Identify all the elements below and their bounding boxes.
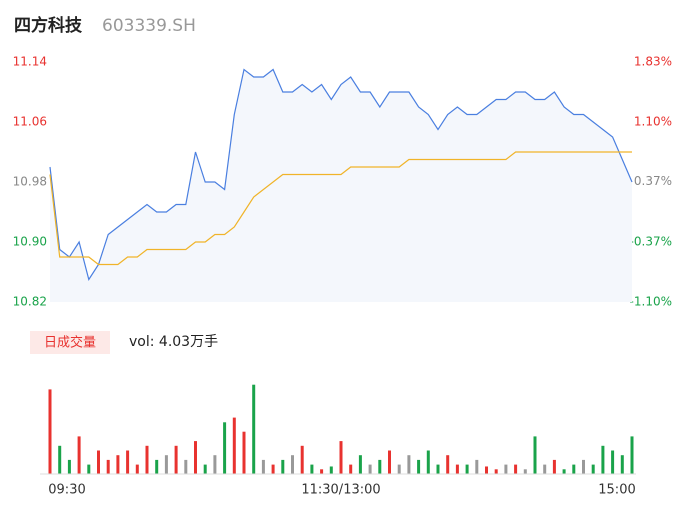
volume-bar <box>397 464 401 474</box>
stock-code: 603339.SH <box>102 16 196 36</box>
volume-badge <box>30 331 110 354</box>
y-tick-label: 10.82 <box>13 295 47 309</box>
volume-bar <box>271 464 275 474</box>
volume-bar <box>203 464 207 474</box>
volume-bar <box>155 459 159 474</box>
volume-bar <box>77 436 81 474</box>
y-tick-label: 11.06 <box>13 115 47 129</box>
volume-bar <box>291 455 294 474</box>
volume-bar <box>426 450 430 474</box>
volume-bar <box>368 464 372 474</box>
y-tick-label: 10.98 <box>13 175 47 189</box>
volume-bar <box>572 464 576 474</box>
volume-bar <box>601 445 605 474</box>
volume-bar <box>465 464 469 474</box>
volume-bar <box>223 422 227 474</box>
volume-bar <box>310 464 314 474</box>
volume-bar <box>194 441 197 474</box>
y-tick-label: 11.14 <box>13 55 47 69</box>
volume-bar <box>135 464 139 474</box>
volume-bar <box>242 431 246 474</box>
volume-bar <box>620 455 624 474</box>
volume-bar <box>455 464 459 474</box>
stock-name: 四方科技 <box>14 15 83 36</box>
volume-bar <box>48 389 52 474</box>
volume-bar <box>126 450 130 474</box>
volume-bar <box>164 455 168 474</box>
volume-bar <box>475 459 479 474</box>
x-tick-label: 09:30 <box>48 483 85 498</box>
volume-bar <box>116 455 120 474</box>
volume-bar <box>388 450 391 474</box>
series-line <box>49 151 632 266</box>
volume-bar <box>552 459 556 474</box>
y2-tick-label: 0.37% <box>634 174 672 188</box>
volume-bar <box>358 455 362 474</box>
y2-tick-label: 1.10% <box>634 114 672 128</box>
volume-bar <box>97 450 100 474</box>
volume-bar <box>300 445 304 474</box>
y2-tick-label: -0.37% <box>630 235 672 249</box>
volume-bar <box>329 466 333 474</box>
series-line <box>49 68 633 281</box>
volume-bar <box>485 466 488 474</box>
volume-bar <box>446 455 450 474</box>
volume-bar <box>320 469 324 474</box>
volume-title: 日成交量 <box>44 335 96 351</box>
price-area <box>50 69 632 302</box>
volume-bar <box>611 450 615 474</box>
volume-bar <box>494 469 498 474</box>
volume-bar <box>349 464 353 474</box>
volume-bar <box>281 459 285 474</box>
volume-bar <box>582 459 585 474</box>
volume-bar <box>232 417 236 474</box>
y-tick-label: 10.90 <box>13 235 47 249</box>
volume-bar <box>87 464 91 474</box>
x-tick-label: 11:30/13:00 <box>301 483 380 498</box>
volume-bar <box>543 464 547 474</box>
volume-bar <box>407 455 411 474</box>
volume-bar <box>417 459 421 474</box>
y2-tick-label: -1.10% <box>630 295 672 309</box>
y2-tick-label: 1.83% <box>634 55 672 69</box>
volume-bar <box>504 464 508 474</box>
volume-bar <box>174 445 178 474</box>
volume-bar <box>378 459 382 474</box>
volume-bar <box>523 469 527 474</box>
volume-total: vol: 4.03万手 <box>129 334 218 350</box>
volume-bar <box>591 464 595 474</box>
volume-bar <box>436 464 440 474</box>
volume-bar <box>213 455 217 474</box>
volume-bar <box>514 464 518 474</box>
volume-bar <box>106 459 110 474</box>
x-tick-label: 15:00 <box>598 483 635 498</box>
volume-bar <box>252 384 256 474</box>
volume-bar <box>533 436 537 474</box>
volume-bar <box>145 445 149 474</box>
volume-bar <box>630 436 634 474</box>
volume-bar <box>184 459 188 474</box>
volume-bar <box>67 459 71 474</box>
volume-bar <box>562 469 566 474</box>
volume-bar <box>58 445 62 474</box>
volume-bar <box>261 459 265 474</box>
volume-bar <box>339 441 343 474</box>
